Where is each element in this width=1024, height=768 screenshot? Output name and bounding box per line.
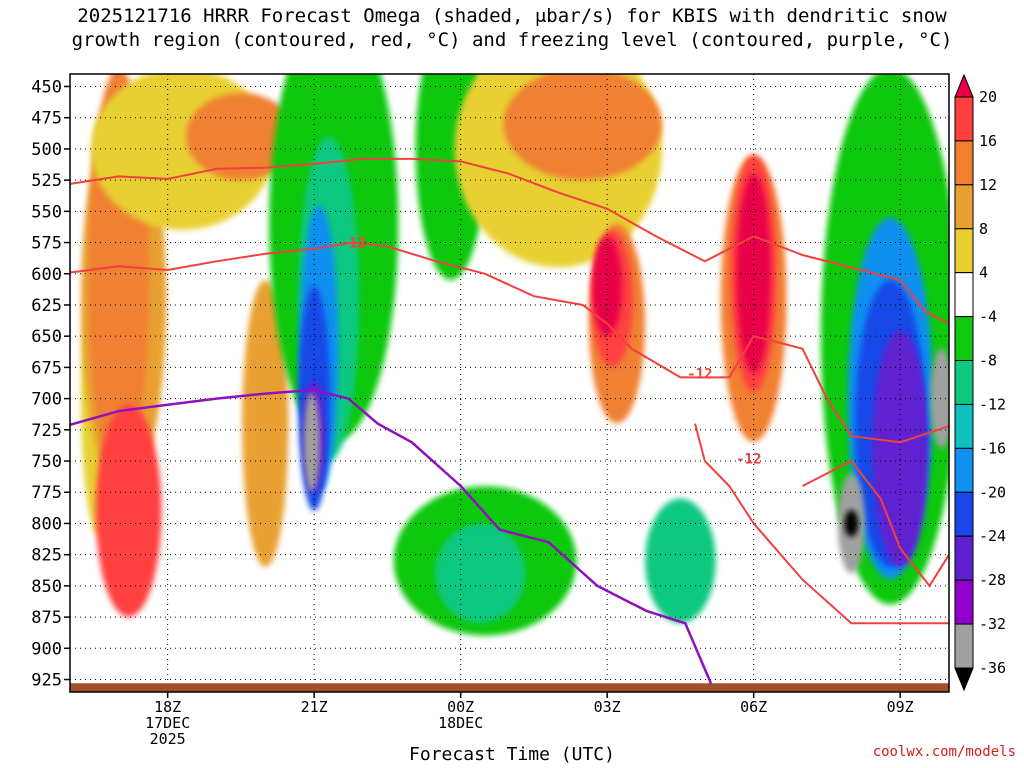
y-tick-label-15: 825: [31, 546, 62, 566]
y-tick-label-1: 475: [31, 109, 62, 129]
y-tick-label-17: 875: [31, 608, 62, 628]
colorbar-label-4: 4: [979, 264, 988, 282]
omega-band-17: [503, 74, 662, 180]
colorbar-label-8: -16: [979, 439, 1006, 457]
omega-band-12: [303, 392, 320, 492]
dgz-contours: [70, 157, 949, 625]
dgz-label-0: -12: [341, 236, 366, 252]
y-tick-label-11: 725: [31, 421, 62, 441]
colorbar-label-0: 20: [979, 88, 997, 106]
colorbar-label-9: -20: [979, 483, 1006, 501]
dgz-contour-0: [70, 157, 949, 325]
colorbar-label-7: -12: [979, 395, 1006, 413]
chart-title: 2025121716 HRRR Forecast Omega (shaded, …: [0, 4, 1024, 52]
grid-lines: [70, 74, 949, 692]
terrain-ground: [70, 683, 949, 692]
y-tick-label-3: 525: [31, 171, 62, 191]
freezing-level-line: [70, 388, 716, 692]
omega-band-5: [242, 280, 289, 567]
colorbar-swatch-3: [954, 228, 974, 274]
x-tick-label-0-1: 17DEC: [145, 714, 190, 732]
omega-band-21: [645, 498, 716, 624]
x-axis-title: Forecast Time (UTC): [409, 744, 615, 765]
dgz-contour-3: [802, 459, 949, 588]
credit-text: coolwx.com/models: [872, 744, 1016, 760]
freezing-level-contour: [70, 388, 716, 692]
y-tick-label-10: 700: [31, 390, 62, 410]
colorbar-swatch-5: [954, 316, 974, 362]
dgz-contour-1: [70, 241, 949, 444]
x-tick-label-0-2: 2025: [150, 730, 186, 748]
omega-band-14: [435, 523, 526, 624]
colorbar-swatch-8: [954, 447, 974, 493]
colorbar-swatch-12: [954, 623, 974, 669]
colorbar-swatch-2: [954, 184, 974, 230]
y-tick-label-5: 575: [31, 234, 62, 254]
title-line-1: 2025121716 HRRR Forecast Omega (shaded, …: [77, 5, 947, 27]
omega-band-30: [844, 509, 859, 537]
y-tick-label-9: 675: [31, 358, 62, 378]
y-tick-label-8: 650: [31, 327, 62, 347]
omega-band-28: [872, 330, 929, 567]
y-tick-label-12: 750: [31, 452, 62, 472]
colorbar-label-2: 12: [979, 176, 997, 194]
y-tick-label-4: 550: [31, 202, 62, 222]
colorbar-swatch-7: [954, 403, 974, 449]
colorbar-label-6: -8: [979, 352, 997, 370]
colorbar-label-3: 8: [979, 220, 988, 238]
x-tick-label-2-1: 18DEC: [438, 714, 483, 732]
y-tick-label-0: 450: [31, 77, 62, 97]
colorbar-top-arrow: [954, 73, 974, 98]
x-tick-label-2-0: 00Z: [447, 698, 474, 716]
x-tick-label-5-0: 09Z: [887, 698, 914, 716]
omega-band-31: [930, 348, 949, 449]
y-tick-label-19: 925: [31, 671, 62, 691]
x-tick-label-4-0: 06Z: [740, 698, 767, 716]
y-tick-label-18: 900: [31, 639, 62, 659]
title-line-2: growth region (contoured, red, °C) and f…: [71, 29, 953, 51]
omega-band-24: [736, 174, 771, 374]
y-tick-label-16: 850: [31, 577, 62, 597]
omega-band-6: [186, 92, 296, 180]
y-axis: 450 475 500 525 550 575 600 625 650 675 700 725 750 7…: [31, 77, 70, 691]
x-tick-label-3-0: 03Z: [594, 698, 621, 716]
plot-frame: [69, 73, 950, 693]
plot-area: -12 -12 -12: [69, 73, 950, 693]
colorbar: 20 16 12 8 4 -4 -8 -12 -16 -20 -24 -28 -32 -36: [954, 73, 1006, 692]
y-tick-label-7: 625: [31, 296, 62, 316]
colorbar-swatch-4: [954, 272, 974, 318]
x-tick-label-0-0: 18Z: [154, 698, 181, 716]
y-tick-label-2: 500: [31, 140, 62, 160]
colorbar-swatch-6: [954, 360, 974, 405]
omega-band-20: [592, 236, 622, 336]
dgz-contour-2: [694, 423, 949, 625]
dgz-label-1: -12: [687, 367, 712, 383]
colorbar-label-13: -36: [979, 659, 1006, 677]
colorbar-swatch-1: [954, 140, 974, 186]
colorbar-bottom-arrow: [954, 667, 974, 692]
dgz-label-2: -12: [736, 452, 761, 468]
colorbar-label-5: -4: [979, 308, 997, 326]
y-tick-label-13: 775: [31, 483, 62, 503]
y-tick-label-6: 600: [31, 265, 62, 285]
colorbar-swatch-0: [954, 96, 974, 142]
colorbar-label-11: -28: [979, 571, 1006, 589]
omega-shading: [81, 74, 949, 636]
omega-band-3: [95, 405, 162, 617]
x-tick-label-1-0: 21Z: [301, 698, 328, 716]
colorbar-label-12: -32: [979, 615, 1006, 633]
colorbar-label-1: 16: [979, 132, 997, 150]
colorbar-label-10: -24: [979, 527, 1006, 545]
colorbar-swatch-10: [954, 535, 974, 581]
contour-labels: -12 -12 -12: [341, 236, 762, 468]
colorbar-swatch-11: [954, 579, 974, 625]
y-tick-label-14: 800: [31, 514, 62, 534]
colorbar-swatch-9: [954, 491, 974, 537]
